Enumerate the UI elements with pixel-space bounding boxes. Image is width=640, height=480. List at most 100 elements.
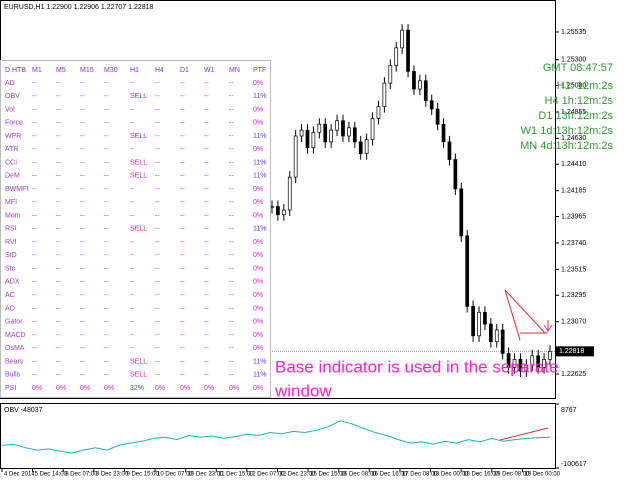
table-cell: 11% [253,358,267,365]
table-cell: -- [80,80,85,87]
table-cell: -- [155,106,160,113]
table-cell: -- [32,319,37,326]
candle-body [518,358,523,372]
table-cell: -- [130,146,135,153]
candle-body [530,355,535,366]
table-cell: -- [180,146,185,153]
candle-body [471,306,475,337]
table-cell: 0% [253,120,263,127]
table-cell: -- [80,93,85,100]
candle-body [382,82,387,107]
y-tick-label: 1.23295 [561,292,586,299]
table-cell: -- [32,212,37,219]
candle-body [347,127,351,137]
candle-body [293,135,298,178]
table-cell: -- [80,305,85,312]
table-cell: -- [56,186,61,193]
table-cell: 11% [253,226,267,233]
table-cell: -- [229,186,234,193]
table-cell: -- [104,358,109,365]
x-tick-label: 18 Dec 16:00 [463,472,499,478]
obv-line [1,420,551,454]
table-cell: -- [229,133,234,140]
table-cell: -- [180,93,185,100]
table-cell: -- [56,239,61,246]
table-cell: -- [180,106,185,113]
table-cell: 0% [253,292,263,299]
candle-body [305,129,310,149]
table-cell: -- [130,279,135,286]
row-label: OsMA [5,345,25,352]
candle-body [429,100,434,110]
table-cell: -- [204,120,209,127]
column-header: M15 [80,67,94,74]
price-layer: 1.22625 1.23070 1.23295 1.23515 1.23740 1.239… [1,24,594,478]
candle-body [435,108,440,125]
table-cell: SELL [130,133,147,140]
table-cell: 11% [253,93,267,100]
y-tick-label: 1.24410 [561,161,586,168]
row-label: BWMFI [5,186,28,193]
table-cell: 11% [253,372,267,379]
table-cell: 0% [253,239,263,246]
candle-body [400,29,404,49]
table-cell: -- [130,292,135,299]
table-cell: -- [204,292,209,299]
table-cell: -- [32,358,37,365]
table-cell: 0% [253,319,263,326]
table-cell: 0% [253,265,263,272]
table-cell: -- [56,133,61,140]
candle-body [548,350,552,360]
table-cell: -- [56,252,61,259]
table-cell: -- [80,226,85,233]
candle-body [524,364,529,372]
table-cell: -- [204,226,209,233]
table-cell: -- [80,345,85,352]
column-header: PTF [253,67,266,74]
table-cell: 0% [204,385,214,392]
candle-body [512,358,517,368]
candle-body [542,358,546,368]
table-cell: -- [155,372,160,379]
table-cell: -- [180,212,185,219]
row-label: Bulls [5,372,21,379]
table-cell: -- [130,186,135,193]
x-tick-label: 5 Dec 14:00 [35,472,68,478]
column-header: W1 [204,67,215,74]
table-cell: -- [80,332,85,339]
table-cell: -- [80,265,85,272]
table-cell: -- [80,212,85,219]
column-header: H4 [155,67,164,74]
candle-body [418,80,422,90]
candle-body [358,141,363,154]
candle-body [281,209,286,216]
table-cell: -- [180,279,185,286]
table-cell: -- [80,239,85,246]
y-tick-label: 1.23070 [561,319,586,326]
table-cell: -- [104,372,109,379]
table-cell: -- [180,199,185,206]
candle-body [506,353,511,368]
table-cell: -- [80,279,85,286]
table-cell: -- [80,120,85,127]
table-cell: -- [80,358,85,365]
candle-body [364,139,369,154]
table-cell: -- [80,159,85,166]
table-cell: -- [204,80,209,87]
table-cell: -- [32,226,37,233]
table-cell: -- [229,372,234,379]
y-tick-label: 1.23740 [561,240,586,247]
y-tick-label: 1.25300 [561,56,586,63]
row-label: OBV [5,93,20,100]
table-cell: -- [56,146,61,153]
column-header: H1 [130,67,139,74]
table-cell: 32% [130,385,144,392]
row-label: RVI [5,239,17,246]
row-label: ATR [5,146,18,153]
table-cell: -- [32,186,37,193]
candle-body [477,311,481,337]
table-cell: -- [32,345,37,352]
row-label: AD [5,80,15,87]
candle-body [388,65,393,84]
x-tick-label: 8 Dec 23:00 [96,472,129,478]
